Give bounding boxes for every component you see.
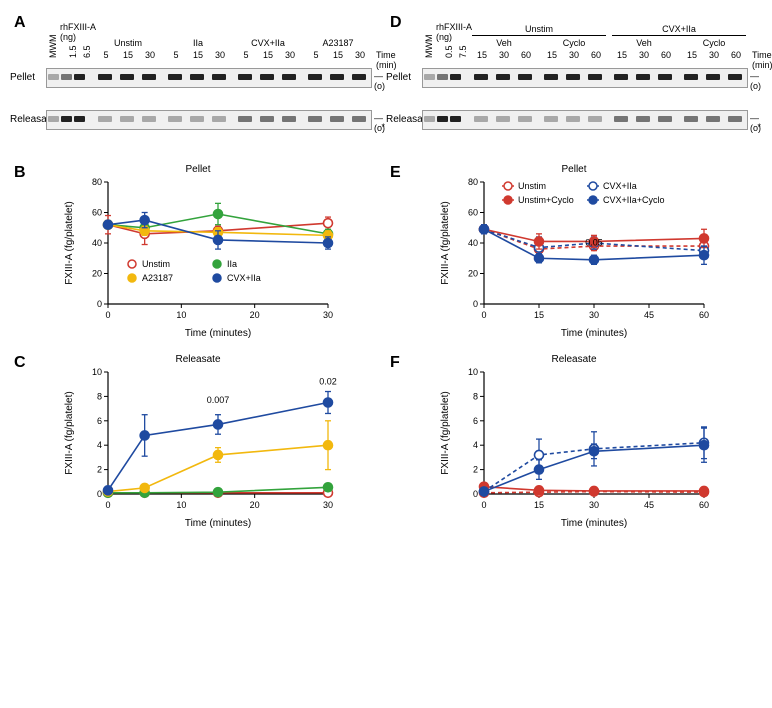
panel-d-label: D [390, 14, 402, 32]
panel-e: E Pellet 0 20 40 60 80 0 15 30 45 60 Time (minutes)… [386, 160, 762, 350]
svg-text:60: 60 [699, 500, 709, 510]
svg-text:30: 30 [589, 500, 599, 510]
svg-text:CVX+IIa+Cyclo: CVX+IIa+Cyclo [603, 195, 665, 205]
svg-text:30: 30 [323, 500, 333, 510]
svg-text:20: 20 [250, 310, 260, 320]
svg-text:FXIII-A (fg/platelet): FXIII-A (fg/platelet) [440, 391, 451, 474]
svg-text:2: 2 [97, 465, 102, 475]
svg-text:2: 2 [473, 465, 478, 475]
svg-text:45: 45 [644, 500, 654, 510]
svg-text:30: 30 [323, 310, 333, 320]
svg-text:20: 20 [92, 269, 102, 279]
svg-text:IIa: IIa [227, 259, 237, 269]
svg-text:Releasate: Releasate [551, 354, 596, 365]
svg-text:Pellet: Pellet [561, 164, 586, 175]
panel-b: B Pellet 0 20 40 60 80 0 10 20 30 Time (minutes) FX… [10, 160, 386, 350]
svg-text:Pellet: Pellet [185, 164, 210, 175]
svg-text:Time (minutes): Time (minutes) [561, 328, 627, 339]
svg-text:15: 15 [534, 500, 544, 510]
svg-text:6: 6 [97, 416, 102, 426]
svg-text:10: 10 [468, 367, 478, 377]
svg-text:45: 45 [644, 310, 654, 320]
svg-text:10: 10 [176, 310, 186, 320]
panel-d: D rhFXIII-A (ng)MWM0.57.5UnstimCVX+IIaVe… [386, 10, 762, 160]
panel-e-label: E [390, 164, 401, 182]
svg-text:A23187: A23187 [142, 273, 173, 283]
svg-text:0.05: 0.05 [585, 238, 603, 248]
svg-text:0: 0 [481, 310, 486, 320]
svg-text:80: 80 [468, 177, 478, 187]
svg-text:10: 10 [92, 367, 102, 377]
svg-text:0: 0 [97, 489, 102, 499]
svg-text:0: 0 [105, 500, 110, 510]
svg-text:60: 60 [468, 208, 478, 218]
svg-text:Time (minutes): Time (minutes) [185, 328, 251, 339]
figure: A rhFXIII-A (ng)MWM1.56.5UnstimIIaCVX+II… [10, 10, 762, 540]
svg-text:FXIII-A (fg/platelet): FXIII-A (fg/platelet) [440, 201, 451, 284]
svg-text:Unstim+Cyclo: Unstim+Cyclo [518, 195, 574, 205]
svg-text:Unstim: Unstim [518, 181, 546, 191]
svg-text:Releasate: Releasate [175, 354, 220, 365]
svg-text:15: 15 [534, 310, 544, 320]
svg-text:40: 40 [92, 238, 102, 248]
svg-text:0: 0 [105, 310, 110, 320]
svg-text:Unstim: Unstim [142, 259, 170, 269]
svg-text:40: 40 [468, 238, 478, 248]
svg-text:0: 0 [473, 489, 478, 499]
svg-text:FXIII-A (fg/platelet): FXIII-A (fg/platelet) [64, 201, 75, 284]
svg-text:80: 80 [92, 177, 102, 187]
svg-text:Time (minutes): Time (minutes) [561, 518, 627, 529]
svg-text:30: 30 [589, 310, 599, 320]
panel-f-label: F [390, 354, 400, 372]
panel-a: A rhFXIII-A (ng)MWM1.56.5UnstimIIaCVX+II… [10, 10, 386, 160]
svg-text:4: 4 [473, 440, 478, 450]
svg-text:20: 20 [250, 500, 260, 510]
svg-text:FXIII-A (fg/platelet): FXIII-A (fg/platelet) [64, 391, 75, 474]
svg-text:4: 4 [97, 440, 102, 450]
svg-text:10: 10 [176, 500, 186, 510]
svg-text:6: 6 [473, 416, 478, 426]
svg-text:0.007: 0.007 [207, 395, 230, 405]
svg-text:8: 8 [97, 391, 102, 401]
svg-text:0: 0 [97, 299, 102, 309]
panel-f: F Releasate 0 2 4 6 8 10 0 15 30 45 60 Time (minutes… [386, 350, 762, 540]
panel-a-label: A [14, 14, 26, 32]
svg-text:8: 8 [473, 391, 478, 401]
panel-b-label: B [14, 164, 26, 182]
svg-text:CVX+IIa: CVX+IIa [603, 181, 637, 191]
svg-text:60: 60 [92, 208, 102, 218]
svg-text:0: 0 [481, 500, 486, 510]
panel-c-label: C [14, 354, 26, 372]
svg-text:Time (minutes): Time (minutes) [185, 518, 251, 529]
svg-text:0: 0 [473, 299, 478, 309]
svg-text:0.02: 0.02 [319, 377, 337, 387]
svg-text:60: 60 [699, 310, 709, 320]
svg-text:20: 20 [468, 269, 478, 279]
panel-c: C Releasate 0 2 4 6 8 10 0 10 20 30 Time (minutes) F… [10, 350, 386, 540]
svg-text:CVX+IIa: CVX+IIa [227, 273, 261, 283]
